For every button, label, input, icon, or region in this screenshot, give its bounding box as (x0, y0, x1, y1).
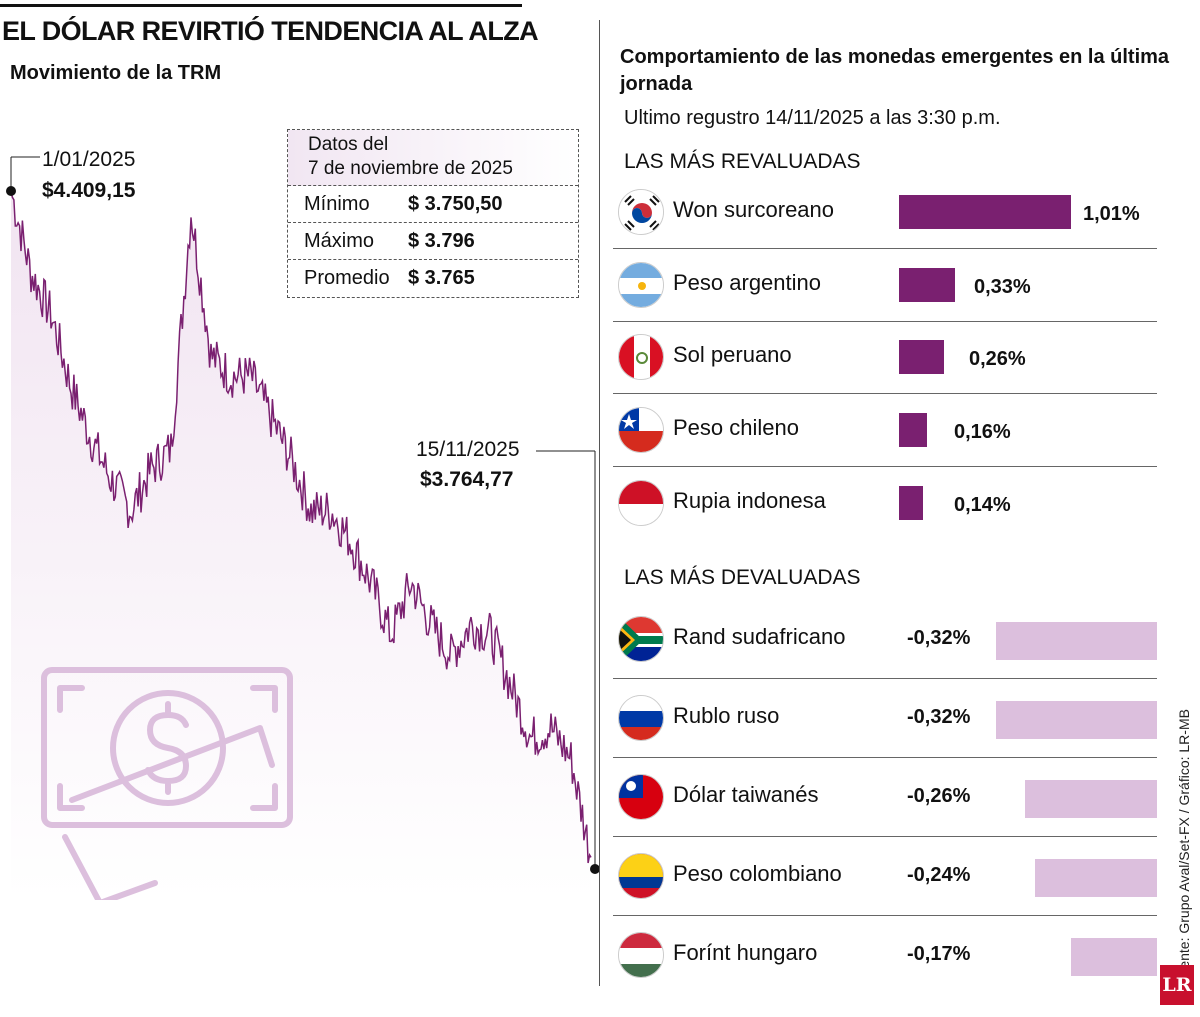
bar-rublo (996, 701, 1157, 739)
info-max-label: Máximo (304, 229, 375, 252)
revalued-row-kr: Won surcoreano 1,01% (613, 183, 1200, 239)
trm-line (10, 190, 592, 864)
bar-dolar-taiwanes (1025, 780, 1157, 818)
page-title: EL DÓLAR REVIRTIÓ TENDENCIA AL ALZA (2, 16, 539, 46)
end-value-label: $3.764,77 (420, 468, 513, 491)
pct-label: -0,26% (907, 785, 971, 807)
info-heading-line1: Datos del (308, 134, 389, 155)
title-rule (0, 4, 522, 7)
bar-sol-peruano (899, 340, 944, 374)
row-separator (613, 915, 1157, 916)
devalued-row-tw: Dólar taiwanés -0,26% (613, 768, 1200, 824)
pct-label: 0,26% (969, 348, 1026, 370)
flag-hu-icon (618, 932, 664, 978)
pct-label: 0,14% (954, 494, 1011, 516)
currency-name: Peso chileno (673, 415, 799, 440)
flag-id-icon (618, 480, 664, 526)
row-separator (613, 757, 1157, 758)
revalued-row-ar: Peso argentino 0,33% (613, 256, 1200, 312)
row-separator (613, 321, 1157, 322)
start-point (6, 186, 16, 196)
currency-name: Peso colombiano (673, 861, 842, 886)
pct-label: 0,16% (954, 421, 1011, 443)
row-separator (613, 393, 1157, 394)
panel-divider (599, 20, 600, 986)
row-separator (613, 466, 1157, 467)
bar-peso-argentino (899, 268, 955, 302)
info-avg-label: Promedio (304, 267, 390, 289)
revalued-row-pe: Sol peruano 0,26% (613, 328, 1200, 384)
end-date-label: 15/11/2025 (416, 438, 520, 461)
right-panel-subtitle: Ultimo regustro 14/11/2025 a las 3:30 p.… (624, 107, 1001, 129)
start-date-label: 1/01/2025 (42, 148, 135, 171)
flag-ru-icon (618, 695, 664, 741)
info-min-label: Mínimo (304, 192, 370, 215)
lr-logo: LR (1160, 965, 1194, 1005)
currency-name: Rand sudafricano (673, 624, 846, 649)
devalued-section-title: LAS MÁS DEVALUADAS (624, 566, 861, 589)
flag-cl-icon (618, 407, 664, 453)
currency-name: Won surcoreano (673, 197, 835, 222)
info-avg-value: $ 3.765 (408, 267, 475, 289)
bar-forint (1071, 938, 1157, 976)
info-min-value: $ 3.750,50 (408, 192, 503, 215)
info-row-min: Mínimo $ 3.750,50 (288, 186, 578, 223)
flag-za-icon (618, 616, 664, 662)
bar-peso-chileno (899, 413, 927, 447)
pct-label: 1,01% (1083, 203, 1140, 225)
devalued-row-hu: Forínt hungaro -0,17% (613, 926, 1200, 982)
revalued-row-cl: Peso chileno 0,16% (613, 401, 1200, 457)
bar-peso-colombiano (1035, 859, 1157, 897)
pct-label: -0,32% (907, 627, 971, 649)
currency-name: Dólar taiwanés (673, 782, 819, 807)
flag-ar-icon (618, 262, 664, 308)
info-row-max: Máximo $ 3.796 (288, 223, 578, 260)
info-row-avg: Promedio $ 3.765 (288, 260, 578, 297)
end-point (590, 864, 600, 874)
currency-name: Rupia indonesa (673, 488, 826, 513)
pct-label: 0,33% (974, 276, 1031, 298)
flag-co-icon (618, 853, 664, 899)
pct-label: -0,17% (907, 943, 971, 965)
devalued-row-ru: Rublo ruso -0,32% (613, 689, 1200, 745)
currency-name: Rublo ruso (673, 703, 780, 728)
trm-area-fill (11, 191, 591, 900)
bar-won (899, 195, 1071, 229)
devalued-row-za: Rand sudafricano -0,32% (613, 610, 1200, 666)
chart-subtitle: Movimiento de la TRM (10, 62, 222, 84)
info-heading-line2: 7 de noviembre de 2025 (308, 158, 513, 179)
currency-name: Forínt hungaro (673, 940, 818, 965)
info-box: Datos del 7 de noviembre de 2025 Mínimo … (287, 129, 579, 298)
bar-rand (996, 622, 1157, 660)
info-box-heading: Datos del 7 de noviembre de 2025 (288, 130, 578, 186)
row-separator (613, 836, 1157, 837)
pct-label: -0,32% (907, 706, 971, 728)
flag-kr-icon (618, 189, 664, 235)
bar-rupia-indonesa (899, 486, 923, 520)
devalued-row-co: Peso colombiano -0,24% (613, 847, 1200, 903)
revalued-section-title: LAS MÁS REVALUADAS (624, 150, 861, 173)
trm-area-chart: 1/01/2025 $4.409,15 15/11/2025 $3.764,77 (6, 148, 600, 900)
source-note: Fuente: Grupo Aval/Set-FX / Gráfico: LR-… (1176, 709, 1192, 985)
info-max-value: $ 3.796 (408, 229, 475, 252)
money-icon (41, 667, 293, 900)
flag-tw-icon (618, 774, 664, 820)
row-separator (613, 248, 1157, 249)
row-separator (613, 678, 1157, 679)
currency-name: Sol peruano (673, 342, 792, 367)
pct-label: -0,24% (907, 864, 971, 886)
right-panel-title: Comportamiento de las monedas emergentes… (620, 46, 1170, 95)
revalued-row-id: Rupia indonesa 0,14% (613, 474, 1200, 530)
flag-pe-icon (618, 334, 664, 380)
start-value-label: $4.409,15 (42, 179, 136, 202)
currency-name: Peso argentino (673, 270, 821, 295)
